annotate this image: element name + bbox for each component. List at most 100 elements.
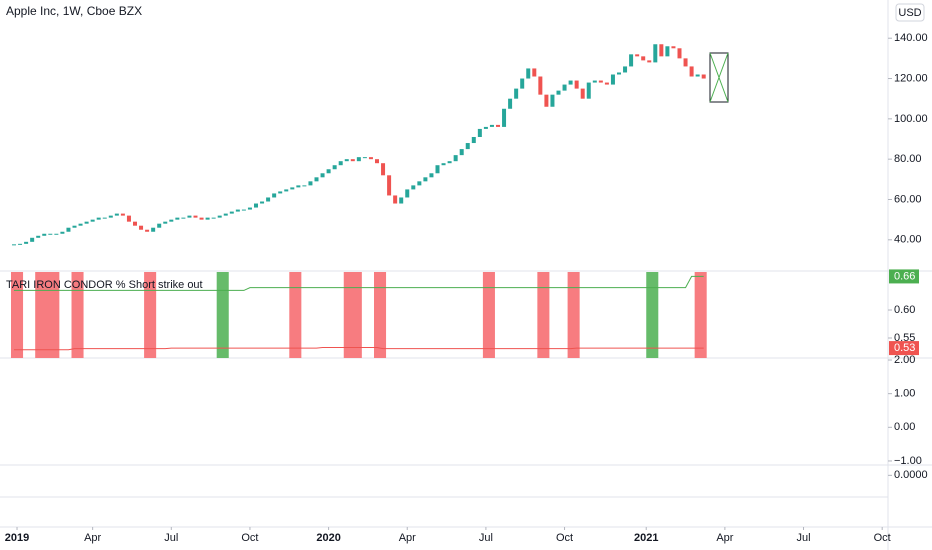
candle — [399, 197, 404, 204]
y-tick-label: 120.00 — [894, 72, 928, 84]
signal-bar — [482, 272, 495, 358]
candle — [175, 217, 180, 220]
candle — [689, 66, 694, 77]
candle — [296, 185, 301, 188]
candle — [54, 233, 59, 235]
candle — [266, 197, 271, 202]
candle — [60, 231, 65, 234]
last-value-label: 0.66 — [894, 270, 915, 282]
signal-bar — [11, 272, 24, 358]
candle — [181, 217, 186, 219]
signal-bar — [646, 272, 659, 358]
candle — [302, 185, 307, 187]
candle — [320, 173, 325, 178]
candle — [483, 126, 488, 129]
candle — [139, 225, 144, 230]
signal-bar — [343, 272, 362, 358]
x-tick-label: Apr — [84, 532, 101, 544]
candle — [598, 80, 603, 83]
candle — [272, 193, 277, 198]
candle — [653, 44, 658, 63]
x-tick-label: Jul — [164, 532, 178, 544]
candle — [36, 235, 41, 238]
candle — [441, 163, 446, 166]
candle — [489, 124, 494, 127]
drawing-line — [709, 52, 729, 103]
candle — [187, 215, 192, 218]
candle — [96, 217, 101, 220]
candle — [683, 58, 688, 67]
candle — [429, 173, 434, 178]
candle — [126, 215, 131, 222]
candle — [78, 223, 83, 226]
candle — [145, 229, 150, 232]
candle — [526, 68, 531, 79]
candle — [241, 209, 246, 211]
candle — [151, 227, 156, 232]
candle — [393, 195, 398, 204]
signal-bar — [289, 272, 302, 358]
candle — [647, 60, 652, 63]
candle — [356, 157, 361, 162]
candle — [24, 241, 29, 244]
indicator-line — [14, 275, 704, 291]
x-tick-label: Jul — [796, 532, 810, 544]
candle — [508, 98, 513, 109]
candle — [308, 181, 313, 186]
candle — [314, 177, 319, 182]
candle — [471, 136, 476, 144]
candle — [538, 76, 543, 95]
x-tick-label: 2019 — [5, 532, 29, 544]
candle — [72, 225, 77, 228]
candle — [604, 82, 609, 85]
candle — [254, 203, 258, 208]
candle — [695, 74, 700, 77]
x-tick-label: 2020 — [316, 532, 340, 544]
candle — [532, 68, 537, 77]
candle — [290, 187, 295, 190]
candle — [496, 124, 500, 127]
candle — [550, 94, 555, 107]
candle — [586, 82, 591, 99]
drawing-box — [709, 52, 729, 103]
candle — [247, 207, 252, 210]
currency-label: USD — [898, 7, 921, 19]
y-tick-label: 140.00 — [894, 32, 928, 44]
y-tick-label: −1.00 — [894, 455, 922, 467]
candle — [665, 46, 670, 57]
candle — [568, 80, 573, 85]
candle — [169, 219, 174, 222]
x-tick-label: Oct — [556, 532, 573, 544]
candle — [350, 159, 355, 162]
candle — [447, 161, 452, 164]
candle — [544, 94, 549, 107]
candle — [556, 90, 561, 95]
candle — [48, 233, 53, 235]
candle — [217, 215, 222, 218]
candle — [157, 223, 162, 228]
signal-bar — [216, 272, 229, 358]
y-tick-label: 80.00 — [894, 153, 922, 165]
candle — [671, 46, 676, 49]
y-tick-label: 0.00 — [894, 421, 915, 433]
indicator-line — [14, 347, 704, 351]
x-tick-label: Apr — [716, 532, 733, 544]
candle — [477, 128, 482, 137]
signal-bar — [374, 272, 387, 358]
candle — [108, 215, 113, 218]
y-tick-label: 100.00 — [894, 113, 928, 125]
candle — [235, 209, 240, 212]
signal-bar — [694, 272, 707, 358]
y-tick-label: 40.00 — [894, 234, 922, 246]
candle — [635, 54, 640, 57]
candle — [66, 227, 71, 232]
candle — [338, 161, 343, 166]
candle — [199, 217, 204, 220]
candle — [502, 108, 507, 127]
candle — [284, 189, 289, 192]
candle — [223, 213, 228, 216]
candle — [42, 233, 47, 236]
candle — [90, 219, 95, 222]
currency-button[interactable] — [895, 3, 925, 22]
candle — [405, 189, 410, 198]
